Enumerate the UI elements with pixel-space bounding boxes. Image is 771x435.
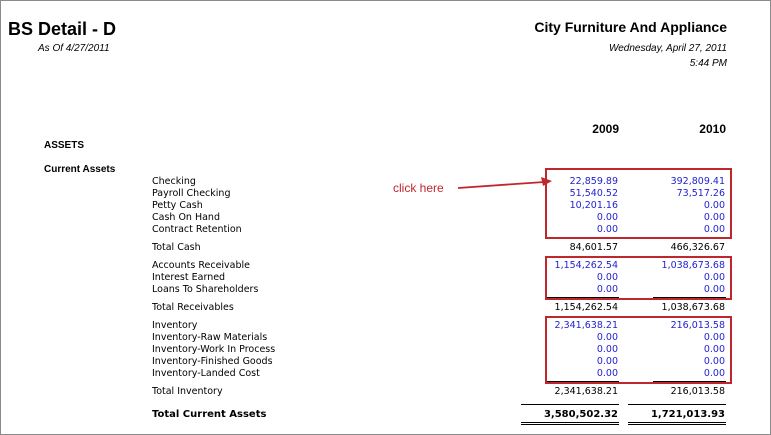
report-title: BS Detail - D: [8, 19, 117, 39]
row-label-interest-earned: Interest Earned: [152, 272, 226, 283]
row-label-inventory-raw-materials: Inventory-Raw Materials: [152, 332, 268, 343]
value-link[interactable]: 216,013.58: [670, 320, 725, 331]
row-label-loans-to-shareholders: Loans To Shareholders: [152, 284, 259, 295]
value-link[interactable]: 2,341,638.21: [554, 320, 618, 331]
double-underline: [521, 424, 619, 425]
value-link[interactable]: 51,540.52: [569, 188, 618, 199]
value-link[interactable]: 22,859.89: [569, 176, 618, 187]
underline: [628, 404, 726, 405]
value-link[interactable]: 1,038,673.68: [661, 260, 725, 271]
underline: [521, 404, 619, 405]
total-current-assets-2010: 1,721,013.93: [650, 409, 725, 420]
value-link[interactable]: 0.00: [703, 224, 725, 235]
report-time: 5:44 PM: [689, 58, 727, 69]
section-assets: ASSETS: [44, 140, 85, 151]
underline: [546, 297, 619, 298]
total-inventory-label: Total Inventory: [152, 386, 223, 397]
value-link[interactable]: 0.00: [703, 356, 725, 367]
value-link[interactable]: 1,154,262.54: [554, 260, 618, 271]
double-underline: [521, 422, 619, 423]
click-here-annotation: click here: [393, 181, 444, 195]
value-link[interactable]: 0.00: [596, 368, 618, 379]
value-link[interactable]: 0.00: [703, 212, 725, 223]
underline: [653, 381, 726, 382]
total-current-assets-label: Total Current Assets: [152, 409, 267, 420]
row-label-checking: Checking: [152, 176, 196, 187]
underline: [653, 297, 726, 298]
row-label-petty-cash: Petty Cash: [152, 200, 203, 211]
total-receivables-label: Total Receivables: [152, 302, 234, 313]
total-cash-2009: 84,601.57: [569, 242, 618, 253]
row-label-contract-retention: Contract Retention: [152, 224, 242, 235]
total-cash-label: Total Cash: [152, 242, 201, 253]
highlight-box-receivables: [545, 256, 732, 300]
value-link[interactable]: 0.00: [596, 356, 618, 367]
column-header-2010: 2010: [699, 122, 726, 136]
total-current-assets-2009: 3,580,502.32: [543, 409, 618, 420]
row-label-inventory-landed-cost: Inventory-Landed Cost: [152, 368, 260, 379]
total-receivables-2009: 1,154,262.54: [554, 302, 618, 313]
value-link[interactable]: 0.00: [703, 200, 725, 211]
highlight-box-inventory: [545, 316, 732, 384]
value-link[interactable]: 0.00: [703, 284, 725, 295]
highlight-box-cash: [545, 168, 732, 239]
total-inventory-2009: 2,341,638.21: [554, 386, 618, 397]
row-label-inventory-finished-goods: Inventory-Finished Goods: [152, 356, 273, 367]
company-name: City Furniture And Appliance: [534, 19, 727, 35]
total-receivables-2010: 1,038,673.68: [661, 302, 725, 313]
value-link[interactable]: 73,517.26: [676, 188, 725, 199]
value-link[interactable]: 0.00: [596, 212, 618, 223]
total-cash-2010: 466,326.67: [670, 242, 725, 253]
value-link[interactable]: 0.00: [703, 368, 725, 379]
double-underline: [628, 422, 726, 423]
value-link[interactable]: 0.00: [596, 224, 618, 235]
section-current-assets: Current Assets: [44, 164, 116, 175]
annotation-arrow-icon: [457, 177, 552, 189]
value-link[interactable]: 0.00: [703, 272, 725, 283]
value-link[interactable]: 10,201.16: [569, 200, 618, 211]
value-link[interactable]: 0.00: [596, 272, 618, 283]
column-header-2009: 2009: [592, 122, 619, 136]
value-link[interactable]: 0.00: [703, 344, 725, 355]
row-label-inventory: Inventory: [152, 320, 198, 331]
row-label-payroll-checking: Payroll Checking: [152, 188, 231, 199]
value-link[interactable]: 392,809.41: [670, 176, 725, 187]
row-label-cash-on-hand: Cash On Hand: [152, 212, 220, 223]
double-underline: [628, 424, 726, 425]
row-label-inventory-work-in-process: Inventory-Work In Process: [152, 344, 276, 355]
total-inventory-2010: 216,013.58: [670, 386, 725, 397]
value-link[interactable]: 0.00: [703, 332, 725, 343]
row-label-accounts-receivable: Accounts Receivable: [152, 260, 251, 271]
as-of-date: As Of 4/27/2011: [38, 43, 110, 54]
value-link[interactable]: 0.00: [596, 332, 618, 343]
underline: [546, 381, 619, 382]
value-link[interactable]: 0.00: [596, 284, 618, 295]
report-date: Wednesday, April 27, 2011: [608, 43, 727, 54]
value-link[interactable]: 0.00: [596, 344, 618, 355]
